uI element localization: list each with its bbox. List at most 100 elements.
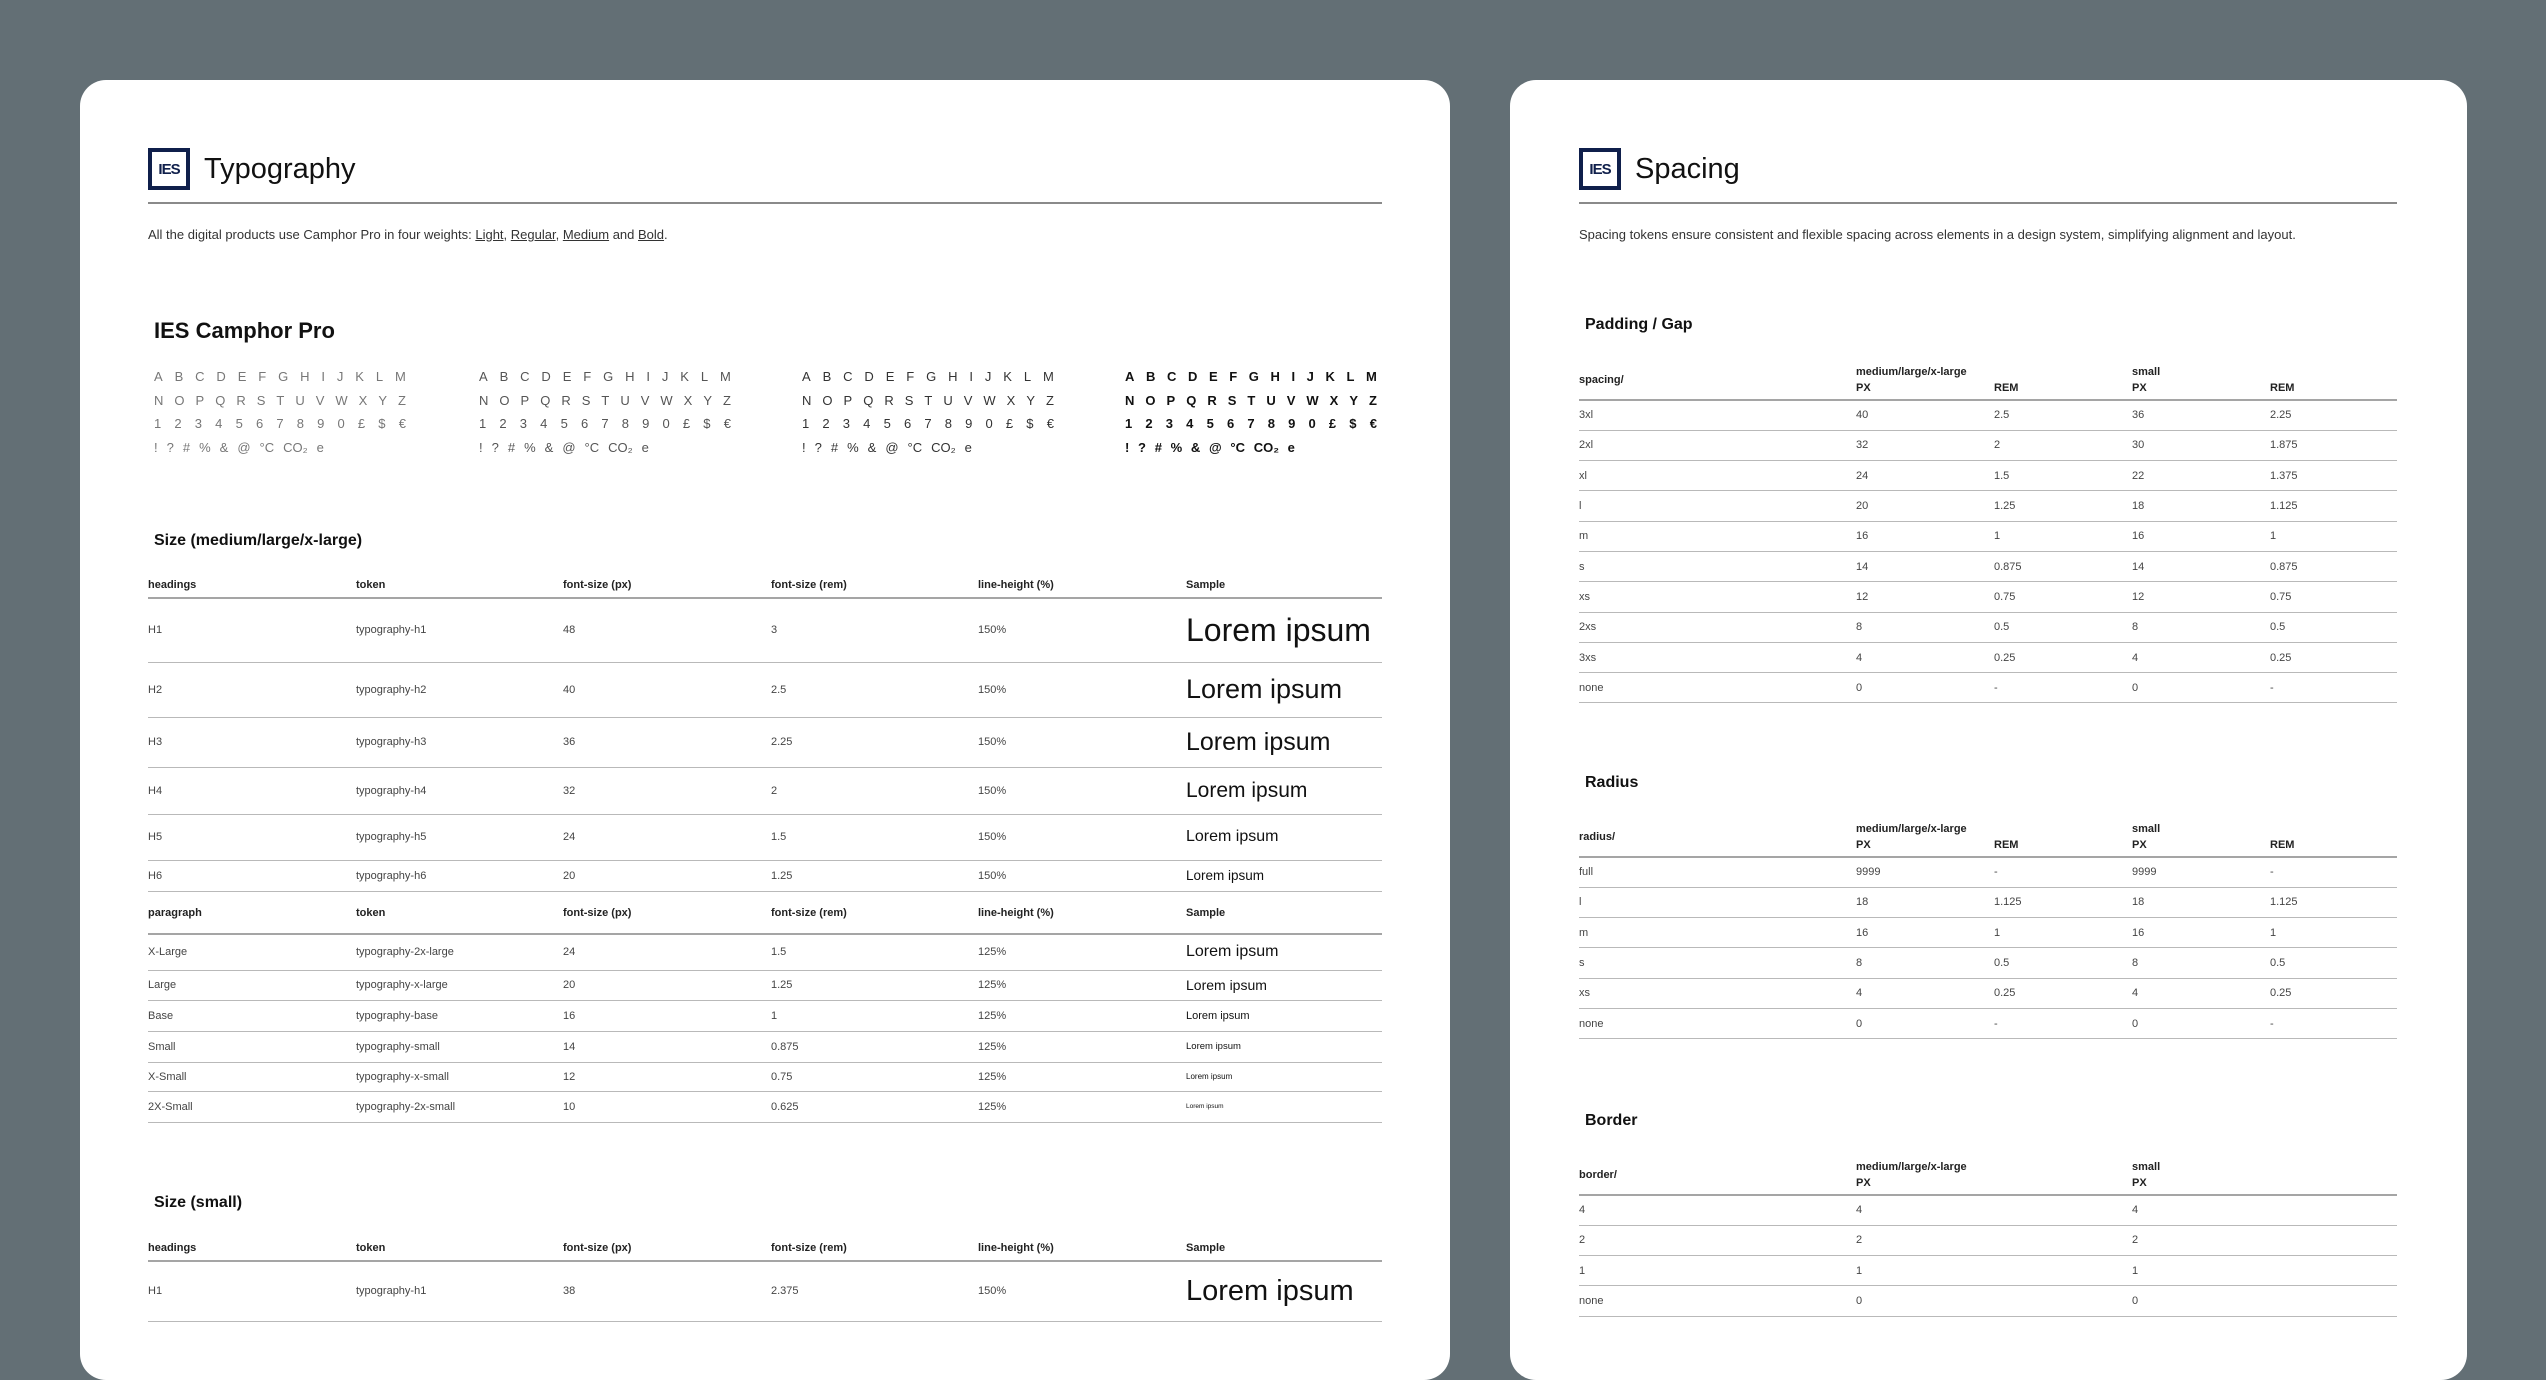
glyph: U — [943, 392, 953, 408]
column-header: token — [356, 578, 386, 591]
glyph: °C — [907, 439, 923, 455]
desc-text: . — [664, 227, 668, 242]
table-cell: 18 — [2132, 500, 2145, 513]
spacing-description: Spacing tokens ensure consistent and fle… — [1579, 227, 2296, 242]
table-cell: 150% — [978, 683, 1007, 696]
glyph: F — [583, 369, 592, 384]
glyph: 4 — [863, 416, 871, 431]
table-row: X-Small typography-x-small 12 0.75 125% Lorem… — [148, 1062, 1382, 1091]
glyph: 7 — [276, 416, 284, 431]
glyph: # — [507, 439, 516, 455]
page-title: Typography — [204, 152, 356, 185]
table-cell: 1 — [2270, 530, 2277, 543]
weight-link-bold[interactable]: Bold — [638, 227, 665, 242]
glyph: E — [1208, 369, 1218, 384]
glyph: & — [544, 439, 554, 455]
glyph: A — [154, 369, 163, 384]
glyph: & — [1190, 439, 1201, 455]
group-header — [2270, 821, 2397, 837]
column-header: line-height (%) — [978, 906, 1054, 919]
table-cell: typography-h1 — [356, 1285, 427, 1298]
glyph: Y — [703, 392, 713, 408]
glyph: W — [983, 392, 996, 408]
table-row: xl 24 1.5 22 1.375 — [1579, 461, 2397, 491]
glyph: P — [195, 392, 205, 408]
column-header: REM — [1994, 360, 2132, 400]
table-cell: typography-2x-large — [356, 946, 454, 959]
table-cell: none — [1579, 681, 1604, 694]
sample-text: Lorem ipsum — [1186, 1072, 1233, 1081]
glyph: H — [1270, 369, 1280, 384]
typography-card: IES Typography All the digital products … — [80, 80, 1450, 1380]
table-cell: 1.5 — [771, 831, 787, 843]
glyph: 3 — [1165, 416, 1174, 431]
glyph: M — [719, 369, 731, 384]
column-header: headings — [148, 578, 197, 591]
glyph: G — [278, 369, 289, 384]
table-cell: full — [1579, 866, 1594, 879]
glyph: V — [315, 392, 325, 408]
table-cell: 2.5 — [771, 683, 787, 696]
table-cell: 24 — [563, 946, 576, 959]
border-table: border/medium/large/x-large PX small PX 4 4 4 2… — [1579, 1155, 2397, 1317]
weight-link-regular[interactable]: Regular — [510, 227, 556, 242]
table-cell: 0.625 — [771, 1100, 799, 1113]
glyph: 1 — [479, 416, 487, 431]
table-cell: 0 — [1856, 681, 1863, 694]
table-cell: m — [1579, 926, 1589, 939]
table-cell: 125% — [978, 1009, 1007, 1022]
table-cell: typography-h1 — [356, 624, 427, 637]
glyph: Z — [723, 392, 731, 408]
table-cell: 1.5 — [771, 946, 787, 959]
table-cell: 150% — [978, 869, 1007, 882]
sample-text: Lorem ipsum — [1186, 1274, 1354, 1307]
table-cell: 0 — [2132, 1017, 2139, 1030]
unit-header: REM — [2270, 381, 2295, 394]
table-cell: typography-base — [356, 1009, 438, 1022]
column-header: paragraph — [148, 906, 202, 919]
glyph: Q — [215, 392, 226, 408]
glyph: ? — [166, 439, 174, 455]
table-cell: typography-h3 — [356, 736, 427, 748]
sample-text: Lorem ipsum — [1186, 778, 1308, 802]
glyph: £ — [357, 416, 366, 431]
table-row: m 16 1 16 1 — [1579, 918, 2397, 948]
glyph-row: 1 2 3 4 5 6 7 8 9 0 £ $ € — [479, 412, 731, 436]
table-header-row: border/medium/large/x-large PX small PX — [1579, 1155, 2397, 1195]
table-cell: none — [1579, 1295, 1604, 1308]
glyph: I — [1291, 369, 1296, 384]
table-cell: 0.875 — [1994, 560, 2022, 573]
table-cell: 0.25 — [1994, 651, 2016, 664]
glyph: ! — [479, 439, 483, 455]
table-cell: - — [1994, 1017, 1998, 1030]
table-cell: 0.25 — [1994, 987, 2016, 1000]
glyph: O — [499, 392, 510, 408]
unit-header: PX — [2132, 838, 2147, 851]
glyph: E — [237, 369, 247, 384]
table-cell: 4 — [1579, 1204, 1586, 1217]
table-cell: none — [1579, 1017, 1604, 1030]
desc-text: All the digital products use Camphor Pro… — [148, 227, 476, 242]
glyph: Z — [398, 392, 406, 408]
table-row: X-Large typography-2x-large 24 1.5 125% Lorem… — [148, 934, 1382, 970]
table-cell: 0.75 — [771, 1070, 793, 1083]
table-row: H1 typography-h1 48 3 150% Lorem ipsum — [148, 598, 1382, 662]
glyph: I — [321, 369, 326, 384]
table-cell: X-Small — [148, 1070, 187, 1083]
glyph: € — [1369, 416, 1377, 431]
table-cell: 0.5 — [2270, 621, 2286, 634]
glyph: O — [174, 392, 185, 408]
column-header: small PX — [2132, 817, 2270, 857]
glyph: D — [1187, 369, 1198, 384]
glyph: # — [1154, 439, 1162, 455]
weight-link-medium[interactable]: Medium — [562, 227, 610, 242]
glyph: 1 — [154, 416, 162, 431]
column-header: font-size (px) — [563, 906, 632, 919]
column-header: line-height (%) — [978, 578, 1054, 591]
spacing-card: IES Spacing Spacing tokens ensure consis… — [1510, 80, 2467, 1380]
glyph: 4 — [215, 416, 223, 431]
key-header: radius/ — [1579, 830, 1616, 843]
weight-link-light[interactable]: Light — [475, 227, 504, 242]
glyph: A — [1125, 369, 1135, 384]
